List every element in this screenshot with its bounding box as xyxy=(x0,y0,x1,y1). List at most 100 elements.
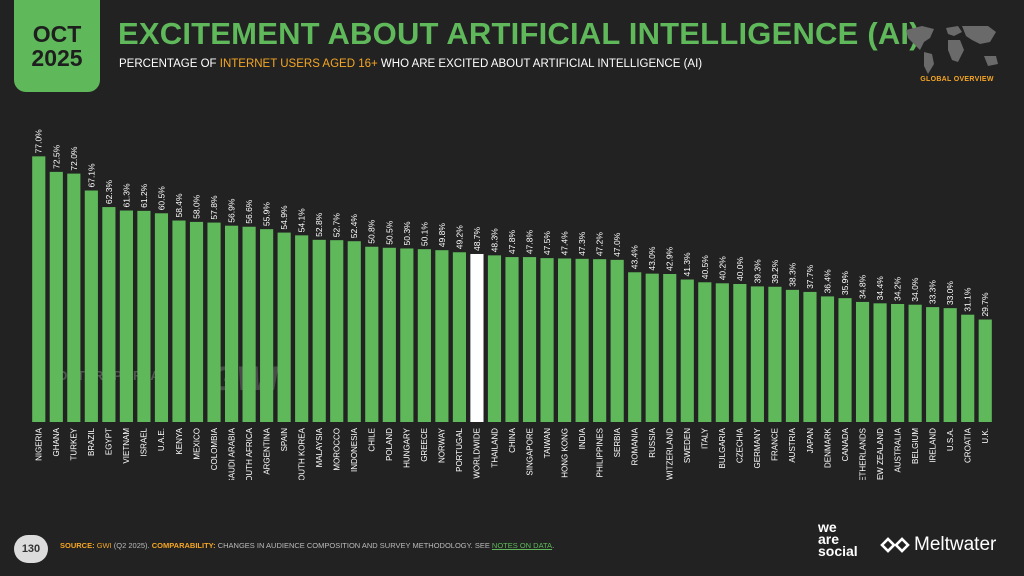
category-label: CROATIA xyxy=(964,427,973,463)
subtitle-pre: PERCENTAGE OF xyxy=(119,58,220,70)
bar xyxy=(242,226,256,422)
data-label: 43.4% xyxy=(630,245,640,270)
data-label: 49.2% xyxy=(454,225,464,250)
bar xyxy=(558,258,572,422)
data-label: 67.1% xyxy=(86,163,96,188)
data-label: 47.0% xyxy=(612,232,622,257)
category-label: TAIWAN xyxy=(543,428,552,458)
date-badge: OCT 2025 xyxy=(14,0,100,92)
subtitle-highlight: INTERNET USERS AGED 16+ xyxy=(219,58,378,70)
data-label: 47.2% xyxy=(595,232,605,257)
bar xyxy=(172,220,186,422)
category-label: SPAIN xyxy=(280,428,289,452)
bar xyxy=(715,283,729,422)
category-label: AUSTRALIA xyxy=(893,427,902,472)
category-label: SOUTH AFRICA xyxy=(245,427,254,480)
category-label: ISRAEL xyxy=(140,427,149,456)
category-label: EGYPT xyxy=(105,428,114,455)
bar xyxy=(102,207,116,422)
subtitle-post: WHO ARE EXCITED ABOUT ARTIFICIAL INTELLI… xyxy=(377,58,703,70)
category-label: THAILAND xyxy=(490,428,499,468)
brand-meltwater: Meltwater xyxy=(914,534,997,555)
category-label: CANADA xyxy=(841,427,850,461)
bar xyxy=(908,304,922,422)
data-label: 39.2% xyxy=(770,259,780,284)
category-label: NEW ZEALAND xyxy=(876,428,885,480)
data-label: 47.3% xyxy=(577,231,587,256)
data-label: 54.9% xyxy=(279,205,289,230)
category-label: POLAND xyxy=(385,428,394,461)
category-label: SINGAPORE xyxy=(525,428,534,476)
bar xyxy=(347,241,361,422)
data-label: 52.8% xyxy=(314,212,324,237)
category-label: COLOMBIA xyxy=(210,427,219,470)
category-label: GREECE xyxy=(420,428,429,462)
category-label: RUSSIA xyxy=(648,427,657,457)
we-are-social-logo: we are social xyxy=(818,519,858,558)
bar xyxy=(820,296,835,422)
category-label: CZECHIA xyxy=(736,427,745,463)
bar xyxy=(855,301,870,422)
world-map-icon xyxy=(906,26,998,74)
data-label: 42.9% xyxy=(665,246,675,271)
category-label: BRAZIL xyxy=(87,427,96,456)
category-label: HUNGARY xyxy=(403,427,412,468)
data-label: 56.6% xyxy=(244,199,254,224)
bar xyxy=(838,298,852,422)
bar xyxy=(593,259,607,422)
data-label: 38.3% xyxy=(787,262,797,287)
data-label: 47.5% xyxy=(542,231,552,256)
data-label: 29.7% xyxy=(980,292,990,317)
data-label: 33.3% xyxy=(928,280,938,305)
bar xyxy=(312,239,326,422)
data-label: 50.5% xyxy=(384,220,394,245)
category-label: ITALY xyxy=(701,427,710,449)
category-label: MEXICO xyxy=(192,428,201,460)
source-note: SOURCE: GWI (Q2 2025). COMPARABILITY: CH… xyxy=(60,541,554,550)
bar xyxy=(470,253,484,422)
date-month: OCT xyxy=(32,21,82,47)
page-number: 130 xyxy=(14,535,48,563)
data-label: 37.7% xyxy=(805,264,815,289)
data-label: 40.5% xyxy=(700,255,710,280)
data-label: 41.3% xyxy=(682,252,692,277)
data-label: 61.3% xyxy=(121,183,131,208)
data-label: 35.9% xyxy=(840,271,850,296)
date-year: 2025 xyxy=(31,45,83,71)
data-label: 47.4% xyxy=(560,231,570,256)
bar xyxy=(540,258,554,423)
notes-end: . xyxy=(552,541,555,550)
data-label: 34.2% xyxy=(893,276,903,301)
category-label: BELGIUM xyxy=(911,428,920,464)
category-label: IRELAND xyxy=(928,428,937,463)
category-label: SWITZERLAND xyxy=(666,428,675,480)
brand-we: we xyxy=(818,519,837,535)
notes-on-data-link[interactable]: NOTES ON DATA xyxy=(491,541,553,550)
data-label: 57.8% xyxy=(209,195,219,220)
category-label: MALAYSIA xyxy=(315,427,324,467)
category-label: WORLDWIDE xyxy=(473,428,482,479)
data-label: 72.5% xyxy=(51,144,61,169)
data-label: 52.7% xyxy=(332,213,342,238)
bar xyxy=(750,286,764,422)
brand-are: are xyxy=(818,531,840,547)
data-label: 34.4% xyxy=(875,276,885,301)
bar xyxy=(417,249,431,422)
bar xyxy=(137,210,151,422)
data-label: 60.5% xyxy=(156,186,166,211)
data-label: 58.4% xyxy=(174,193,184,218)
data-label: 33.0% xyxy=(945,281,955,306)
bar xyxy=(49,171,63,423)
bar xyxy=(961,314,975,422)
bar xyxy=(277,232,291,422)
bar xyxy=(978,319,992,422)
bar xyxy=(698,282,712,422)
bar xyxy=(365,246,379,422)
data-label: 43.0% xyxy=(647,246,657,271)
bar xyxy=(522,257,537,422)
data-label: 34.0% xyxy=(910,277,920,302)
data-label: 47.8% xyxy=(525,230,535,255)
category-label: JAPAN xyxy=(806,428,815,453)
page-title: EXCITEMENT ABOUT ARTIFICIAL INTELLIGENCE… xyxy=(118,16,920,51)
category-label: CHINA xyxy=(508,427,517,453)
